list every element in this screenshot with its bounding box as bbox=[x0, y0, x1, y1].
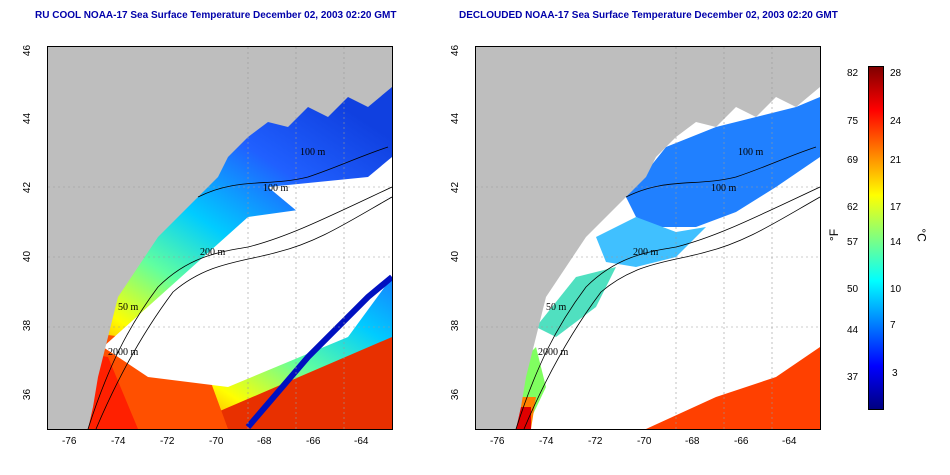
depth-label-50m: 50 m bbox=[118, 302, 139, 313]
right-xtick-2: -74 bbox=[539, 436, 554, 447]
left-ytick-6: 36 bbox=[22, 388, 34, 401]
left-ytick-1: 46 bbox=[22, 44, 34, 57]
unit-fahrenheit: °F bbox=[827, 228, 842, 242]
depth-label-100m-a: 100 m bbox=[738, 147, 764, 158]
left-ytick-2: 44 bbox=[22, 112, 34, 125]
left-xtick-5: -68 bbox=[257, 436, 272, 447]
cbar-f-tick-62: 62 bbox=[847, 202, 859, 213]
contour-200m bbox=[87, 186, 392, 429]
left-ytick-3: 42 bbox=[22, 181, 34, 194]
left-xtick-2: -74 bbox=[111, 436, 126, 447]
right-sst-map: 100 m 100 m 200 m 50 m 2000 m bbox=[475, 46, 821, 430]
right-xtick-1: -76 bbox=[490, 436, 505, 447]
cbar-f-tick-44: 44 bbox=[847, 325, 859, 336]
depth-label-100m-b: 100 m bbox=[263, 183, 289, 194]
cbar-c-tick-3: 3 bbox=[892, 368, 898, 379]
contour-2000m bbox=[95, 196, 392, 429]
depth-label-100m-b: 100 m bbox=[711, 183, 737, 194]
left-ytick-4: 40 bbox=[22, 250, 34, 263]
right-ytick-5: 38 bbox=[450, 319, 462, 332]
cbar-f-tick-50: 50 bbox=[847, 284, 859, 295]
right-xtick-3: -72 bbox=[588, 436, 603, 447]
cloud-cover bbox=[103, 197, 392, 387]
left-xtick-6: -66 bbox=[306, 436, 321, 447]
cbar-f-tick-37: 37 bbox=[847, 372, 859, 383]
contour-100m bbox=[625, 146, 817, 198]
right-xtick-5: -68 bbox=[685, 436, 700, 447]
left-xtick-1: -76 bbox=[62, 436, 77, 447]
depth-label-50m: 50 m bbox=[546, 302, 567, 313]
right-xtick-6: -66 bbox=[734, 436, 749, 447]
left-xtick-7: -64 bbox=[354, 436, 369, 447]
cool-water-region bbox=[626, 97, 820, 227]
left-ytick-5: 38 bbox=[22, 319, 34, 332]
right-ytick-6: 36 bbox=[450, 388, 462, 401]
land-mass bbox=[48, 47, 392, 429]
cbar-c-tick-24: 24 bbox=[890, 116, 902, 127]
cbar-c-tick-7: 7 bbox=[890, 320, 896, 331]
cbar-c-tick-17: 17 bbox=[890, 202, 902, 213]
right-ytick-3: 42 bbox=[450, 181, 462, 194]
unit-celsius: °C bbox=[914, 228, 929, 242]
cbar-f-tick-57: 57 bbox=[847, 237, 859, 248]
temperature-colorbar bbox=[868, 66, 884, 410]
contour-100m bbox=[197, 146, 389, 198]
depth-label-100m-a: 100 m bbox=[300, 147, 326, 158]
depth-label-2000m: 2000 m bbox=[108, 347, 139, 358]
contour-2000m bbox=[523, 196, 820, 429]
right-xtick-7: -64 bbox=[782, 436, 797, 447]
right-xtick-4: -70 bbox=[637, 436, 652, 447]
left-sst-map: 100 m 100 m 200 m 50 m 2000 m bbox=[47, 46, 393, 430]
left-xtick-3: -72 bbox=[160, 436, 175, 447]
cbar-f-tick-82: 82 bbox=[847, 68, 859, 79]
right-ytick-2: 44 bbox=[450, 112, 462, 125]
cbar-f-tick-75: 75 bbox=[847, 116, 859, 127]
cbar-f-tick-69: 69 bbox=[847, 155, 859, 166]
right-ytick-1: 46 bbox=[450, 44, 462, 57]
left-map-title: RU COOL NOAA-17 Sea Surface Temperature … bbox=[35, 10, 397, 21]
cbar-c-tick-28: 28 bbox=[890, 68, 902, 79]
cbar-c-tick-21: 21 bbox=[890, 155, 902, 166]
land-mass bbox=[476, 47, 820, 429]
depth-label-200m: 200 m bbox=[200, 247, 226, 258]
left-xtick-4: -70 bbox=[209, 436, 224, 447]
gulf-stream-patches bbox=[646, 347, 820, 429]
cbar-c-tick-14: 14 bbox=[890, 237, 902, 248]
contour-200m bbox=[515, 186, 820, 429]
depth-label-2000m: 2000 m bbox=[538, 347, 569, 358]
right-ytick-4: 40 bbox=[450, 250, 462, 263]
cbar-c-tick-10: 10 bbox=[890, 284, 902, 295]
right-map-title: DECLOUDED NOAA-17 Sea Surface Temperatur… bbox=[459, 10, 838, 21]
depth-label-200m: 200 m bbox=[633, 247, 659, 258]
